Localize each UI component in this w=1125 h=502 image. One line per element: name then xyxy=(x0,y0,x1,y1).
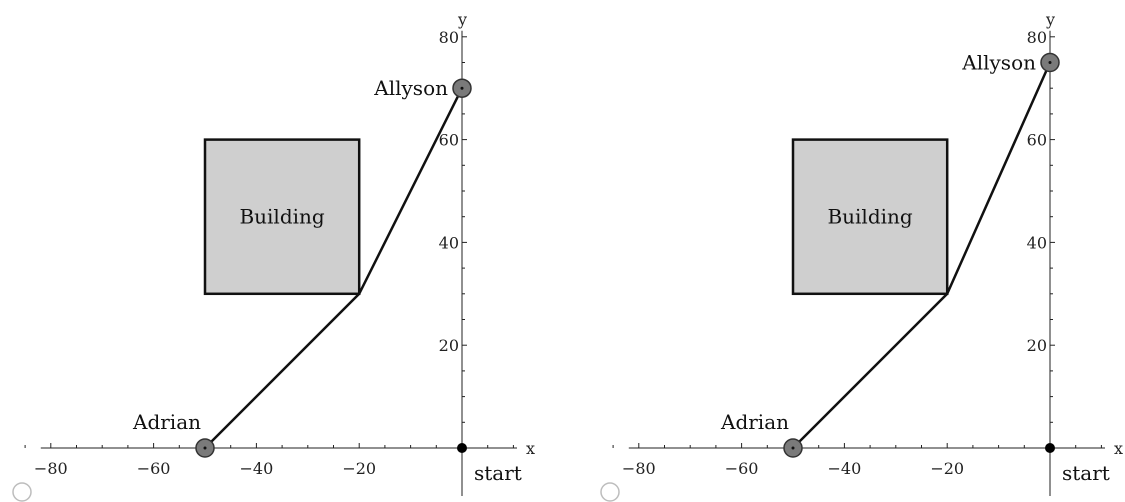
path-line xyxy=(792,61,1052,449)
x-tick-label: −80 xyxy=(34,459,68,478)
allyson-label: Allyson xyxy=(373,76,448,100)
allyson-label: Allyson xyxy=(961,51,1036,75)
diagram-panel-right: x y −80 −60 −40 −20 20 40 60 80 Building Adria… xyxy=(612,10,1123,496)
allyson-center-dot xyxy=(1048,61,1052,64)
axis-ticks xyxy=(24,36,514,448)
y-tick-labels: 20 40 60 80 xyxy=(1027,28,1047,355)
y-tick-label: 60 xyxy=(1027,131,1047,150)
start-point xyxy=(457,443,467,453)
x-axis-label: x xyxy=(1114,439,1123,458)
building-label: Building xyxy=(239,205,324,229)
y-axis-label: y xyxy=(457,10,467,29)
x-tick-label: −60 xyxy=(137,459,171,478)
x-tick-labels: −80 −60 −40 −20 xyxy=(622,459,964,478)
y-tick-label: 20 xyxy=(439,336,459,355)
x-tick-label: −20 xyxy=(342,459,376,478)
x-axis-label: x xyxy=(526,439,535,458)
allyson-center-dot xyxy=(460,86,464,90)
adrian-center-dot xyxy=(791,446,795,450)
y-tick-label: 40 xyxy=(439,233,459,252)
path-line xyxy=(204,87,464,449)
adrian-label: Adrian xyxy=(132,410,201,434)
adrian-center-dot xyxy=(203,446,207,450)
x-tick-label: −80 xyxy=(622,459,656,478)
x-tick-label: −40 xyxy=(828,459,862,478)
answer-radio-right[interactable] xyxy=(600,482,620,502)
x-tick-label: −20 xyxy=(930,459,964,478)
building-rect xyxy=(791,138,949,296)
diagram-panel-left: x y −80 −60 −40 −20 20 40 60 80 Building Adria… xyxy=(24,10,535,496)
start-label: start xyxy=(474,461,522,485)
y-tick-label: 80 xyxy=(1027,28,1047,47)
answer-radio-left[interactable] xyxy=(12,482,32,502)
building-label: Building xyxy=(827,205,912,229)
y-tick-label: 80 xyxy=(439,28,459,47)
x-tick-label: −40 xyxy=(240,459,274,478)
start-point xyxy=(1045,443,1055,453)
y-tick-labels: 20 40 60 80 xyxy=(439,28,459,355)
adrian-label: Adrian xyxy=(720,410,789,434)
y-tick-label: 20 xyxy=(1027,336,1047,355)
y-axis-label: y xyxy=(1045,10,1055,29)
y-tick-label: 60 xyxy=(439,131,459,150)
start-label: start xyxy=(1062,461,1110,485)
x-tick-label: −60 xyxy=(725,459,759,478)
y-tick-label: 40 xyxy=(1027,233,1047,252)
x-tick-labels: −80 −60 −40 −20 xyxy=(34,459,376,478)
building-rect xyxy=(203,138,361,296)
